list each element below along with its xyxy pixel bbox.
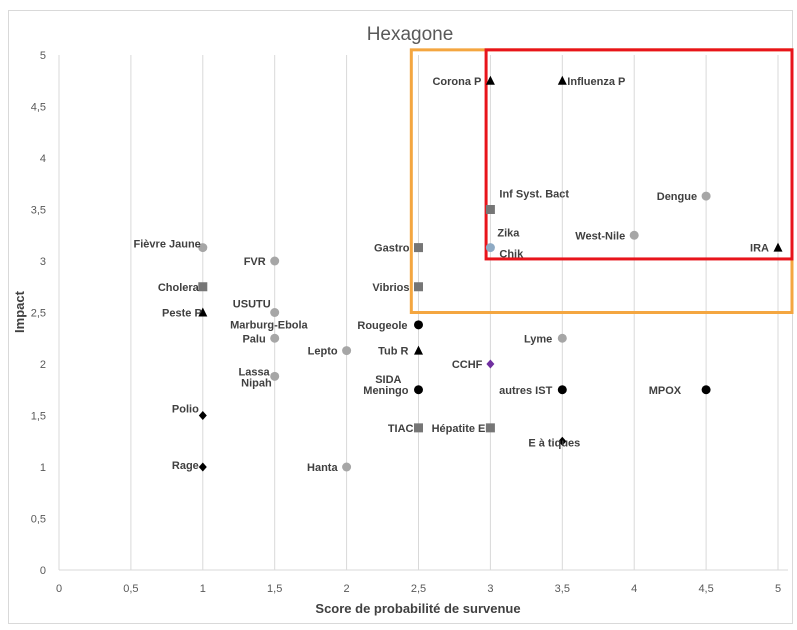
x-tick-label: 5 [775,583,781,595]
data-label: Rage [172,460,199,472]
point-corona-p [485,75,495,85]
red-highlight-box [484,48,794,261]
data-label: Zika [497,228,520,240]
point-e-tiques [558,436,567,446]
data-label: Corona P [432,76,481,88]
data-label: Nipah [241,377,272,389]
data-label: CCHF [452,359,483,371]
point-autres-ist [557,385,567,395]
data-label: Palu [242,333,265,345]
point-zika [485,243,495,253]
y-tick-label: 5 [40,50,46,62]
data-label: Lepto [308,346,338,358]
data-label: Inf Syst. Bact [499,189,569,201]
point-labels: Corona P Influenza P Inf Syst. Bact Dengue Z… [134,76,770,474]
data-points [198,75,783,472]
highlight-boxes [409,48,794,314]
data-label: Lyme [524,333,552,345]
point-lyme [557,333,567,343]
point-ira [773,242,783,252]
point-tub-r [414,345,423,355]
x-tick-label: 4 [631,583,637,595]
point-polio [198,411,207,420]
data-label: USUTU [233,299,271,311]
data-label: Chik [499,249,524,261]
point-peste-p [198,307,208,317]
data-label: SIDA [375,374,401,386]
point-gastro [414,243,423,253]
x-tick-label: 1,5 [267,583,282,595]
data-label: Hépatite E [432,423,486,435]
data-label: TIAC [388,423,414,435]
x-tick-label: 2,5 [411,583,426,595]
point-fvr [270,256,280,266]
point-cchf [486,359,495,369]
data-label: Polio [172,404,199,416]
point-mpox [701,385,711,395]
data-label: Rougeole [357,320,407,332]
point-dengue [701,191,711,201]
data-label: Hanta [307,462,338,474]
y-tick-label: 3,5 [31,205,46,217]
data-label: Cholera [158,282,200,294]
point-west-nile [629,230,639,240]
orange-highlight-box [409,48,794,314]
y-tick-label: 0,5 [31,514,46,526]
chart-frame [8,10,793,624]
point-influenza-p [557,75,567,85]
point-usutu [270,308,280,317]
x-tick-label: 3 [487,583,493,595]
data-label: West-Nile [575,230,625,242]
y-axis-title: Impact [12,290,27,333]
point-inf-syst-bact [485,205,495,214]
y-tick-label: 1,5 [31,411,46,423]
x-tick-label: 0,5 [123,583,138,595]
y-tick-label: 3 [40,256,46,268]
data-label: E à tiques [528,437,580,449]
y-tick-label: 4,5 [31,102,46,114]
chart-title: Hexagone [367,24,454,45]
data-label: Lassa [238,366,270,378]
data-label: Influenza P [567,76,625,88]
y-tick-label: 2,5 [31,308,46,320]
point-h-patite-e [485,423,495,433]
y-tick-label: 1 [40,462,46,474]
point-lassa [270,371,280,381]
point-rage [198,462,207,472]
x-tick-label: 2 [344,583,350,595]
x-axis-title: Score de probabilité de survenue [315,601,520,616]
axes: 0 0,5 1 1,5 2 2,5 3 3,5 4 4,5 5 0 0,5 1 1,5 2 2,5 3 3,5 4 4,… [31,50,788,595]
data-label: Tub R [378,346,408,358]
data-label: autres IST [499,385,552,397]
x-tick-label: 0 [56,583,62,595]
data-label: Fièvre Jaune [134,239,201,251]
data-label: Marburg-Ebola [230,320,308,332]
point-rougeole [414,320,423,330]
point-lepto [342,346,352,356]
data-label: Dengue [657,191,697,203]
point-cholera [198,282,208,292]
y-tick-label: 2 [40,359,46,371]
point-vibrios [414,282,423,292]
data-label: Gastro [374,243,410,255]
point-tiac [414,423,423,433]
point-fi-vre-jaune [198,243,208,253]
point-hanta [342,462,352,472]
data-label: Peste P [162,308,202,320]
x-tick-label: 4,5 [698,583,713,595]
data-label: Vibrios [372,282,409,294]
point-palu [270,333,280,343]
point-sida [414,385,423,395]
x-tick-label: 1 [200,583,206,595]
data-label: MPOX [649,385,682,397]
y-tick-label: 0 [40,565,46,577]
data-label: IRA [750,243,769,255]
data-label: FVR [244,256,266,268]
x-tick-label: 3,5 [555,583,570,595]
data-label: Meningo [363,385,408,397]
y-tick-label: 4 [40,153,46,165]
